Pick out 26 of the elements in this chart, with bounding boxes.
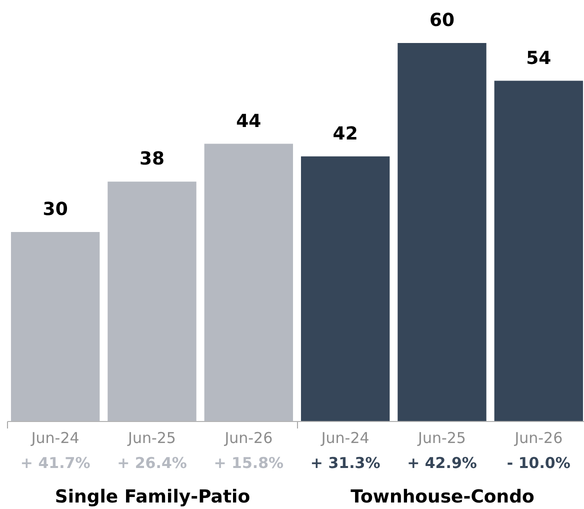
bar (10, 232, 100, 421)
bar (494, 80, 584, 421)
bar (204, 144, 294, 421)
bar (300, 156, 390, 421)
x-tick-label: Jun-25 (127, 429, 176, 447)
bar (398, 43, 486, 421)
x-tick-label: Jun-26 (224, 429, 273, 447)
text: + 42.9% (407, 454, 477, 472)
data-label: 38 (139, 148, 165, 170)
text: + 31.3% (310, 454, 380, 472)
text: Townhouse-Condo (350, 486, 534, 508)
text: + 26.4% (117, 454, 187, 472)
data-label: 30 (42, 199, 68, 220)
bar (108, 182, 196, 421)
text: + 15.8% (214, 454, 284, 472)
text: + 41.7% (20, 454, 90, 472)
text: - 10.0% (506, 454, 570, 472)
x-tick-label: Jun-26 (514, 429, 563, 447)
text: Single Family-Patio (54, 486, 250, 508)
x-tick-label: Jun-24 (320, 429, 370, 447)
data-label: 54 (526, 48, 552, 69)
data-label: 44 (236, 110, 262, 132)
data-label: 42 (332, 123, 358, 144)
x-tick-label: Jun-25 (417, 429, 466, 447)
data-label: 60 (429, 10, 455, 31)
x-tick-label: Jun-24 (30, 429, 80, 447)
